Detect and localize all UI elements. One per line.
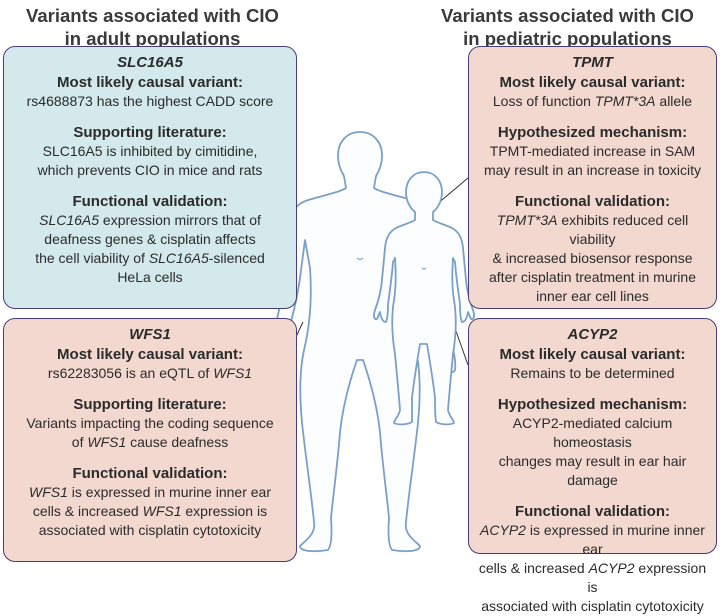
section-heading: Supporting literature: (73, 396, 227, 413)
heading-pediatric-line-1: Variants associated with CIO (441, 5, 694, 26)
section-heading: Supporting literature: (73, 124, 227, 141)
heading-adult-line-1: Variants associated with CIO (26, 5, 279, 26)
section: Most likely causal variant: Remains to be… (475, 345, 710, 383)
section: Supporting literature: Variants impacting… (10, 395, 290, 452)
section-text-line: associated with cisplatin cytotoxicity (38, 522, 262, 538)
section-text-line: Loss of function TPMT*3A allele (492, 93, 693, 109)
heading-adult-line-2: in adult populations (64, 28, 241, 49)
section-heading: Functional validation: (72, 465, 228, 482)
section-heading: Most likely causal variant: (499, 346, 686, 363)
section-heading: Most likely causal variant: (57, 346, 243, 363)
box-acyp2: ACYP2 Most likely causal variant: Remains … (468, 318, 717, 614)
section: Supporting literature: SLC16A5 is inhibit… (10, 123, 290, 180)
box-tpmt: TPMT Most likely causal variant: Loss of f… (468, 46, 717, 309)
box-slc16a5: SLC16A5 Most likely causal variant: rs4688… (3, 46, 297, 309)
section-text-line: ACYP2 is expressed in murine inner ear (480, 522, 705, 557)
gene-title: SLC16A5 (117, 54, 183, 71)
section-text-line: deafness genes & cisplatin affects (44, 231, 256, 247)
gene-title: TPMT (572, 54, 613, 71)
section-text-line: which prevents CIO in mice and rats (37, 162, 263, 178)
section-heading: Hypothesized mechanism: (497, 124, 688, 141)
heading-pediatric: Variants associated with CIO in pediatri… (415, 4, 720, 50)
section-text-line: TPMT*3A exhibits reduced cell viability (496, 212, 689, 247)
section-heading: Most likely causal variant: (57, 74, 243, 91)
section: Most likely causal variant: Loss of funct… (475, 73, 710, 111)
section: Most likely causal variant: rs62283056 is… (10, 345, 290, 383)
section-text-line: cells & increased ACYP2 expression is (478, 560, 707, 595)
section: Functional validation: ACYP2 is expressed… (475, 502, 710, 616)
section: Hypothesized mechanism: TPMT-mediated inc… (475, 123, 710, 180)
child-figure (373, 171, 475, 426)
section-text-line: SLC16A5 expression mirrors that of (39, 212, 261, 228)
box-wfs1: WFS1 Most likely causal variant: rs6228305… (3, 318, 297, 562)
section-text-line: WFS1 is expressed in murine inner ear (29, 484, 271, 500)
section-heading: Functional validation: (514, 193, 670, 210)
section-text-line: Remains to be determined (510, 365, 675, 381)
section-text-line: rs62283056 is an eQTL of WFS1 (47, 365, 253, 381)
section: Hypothesized mechanism: ACYP2-mediated ca… (475, 395, 710, 490)
section-text-line: SLC16A5 is inhibited by cimitidine, (42, 143, 258, 159)
section-heading: Functional validation: (514, 503, 670, 520)
section-text-line: the cell viability of SLC16A5-silenced (35, 250, 265, 266)
section-text-line: associated with cisplatin cytotoxicity (481, 598, 704, 614)
section-text-line: TPMT-mediated increase in SAM (489, 143, 696, 159)
section-text-line: HeLa cells (117, 269, 183, 285)
section-text-line: after cisplatin treatment in murine (489, 269, 696, 285)
heading-pediatric-line-2: in pediatric populations (463, 28, 672, 49)
heading-adult: Variants associated with CIO in adult po… (0, 4, 305, 50)
section: Functional validation: WFS1 is expressed … (10, 464, 290, 540)
section-text-line: Variants impacting the coding sequence (26, 415, 274, 431)
section-text-line: inner ear cell lines (536, 288, 649, 304)
connector-acyp2 (444, 299, 469, 366)
section-text-line: of WFS1 cause deafness (71, 434, 229, 450)
section-text-line: may result in an increase in toxicity (483, 162, 702, 178)
section-text-line: rs4688873 has the highest CADD score (26, 93, 274, 109)
section-heading: Most likely causal variant: (499, 74, 686, 91)
section-text-line: ACYP2-mediated calcium homeostasis (512, 415, 673, 450)
connector-tpmt (435, 177, 469, 206)
section: Functional validation: TPMT*3A exhibits r… (475, 192, 710, 306)
section-text-line: changes may result in ear hair damage (498, 453, 687, 488)
section-text-line: cells & increased WFS1 expression is (32, 503, 268, 519)
gene-title: WFS1 (129, 326, 171, 343)
section-text-line: & increased biosensor response (492, 250, 693, 266)
section: Functional validation: SLC16A5 expression… (10, 192, 290, 287)
section-heading: Functional validation: (72, 193, 228, 210)
section-heading: Hypothesized mechanism: (497, 396, 688, 413)
section: Most likely causal variant: rs4688873 has… (10, 73, 290, 111)
gene-title: ACYP2 (567, 326, 618, 343)
